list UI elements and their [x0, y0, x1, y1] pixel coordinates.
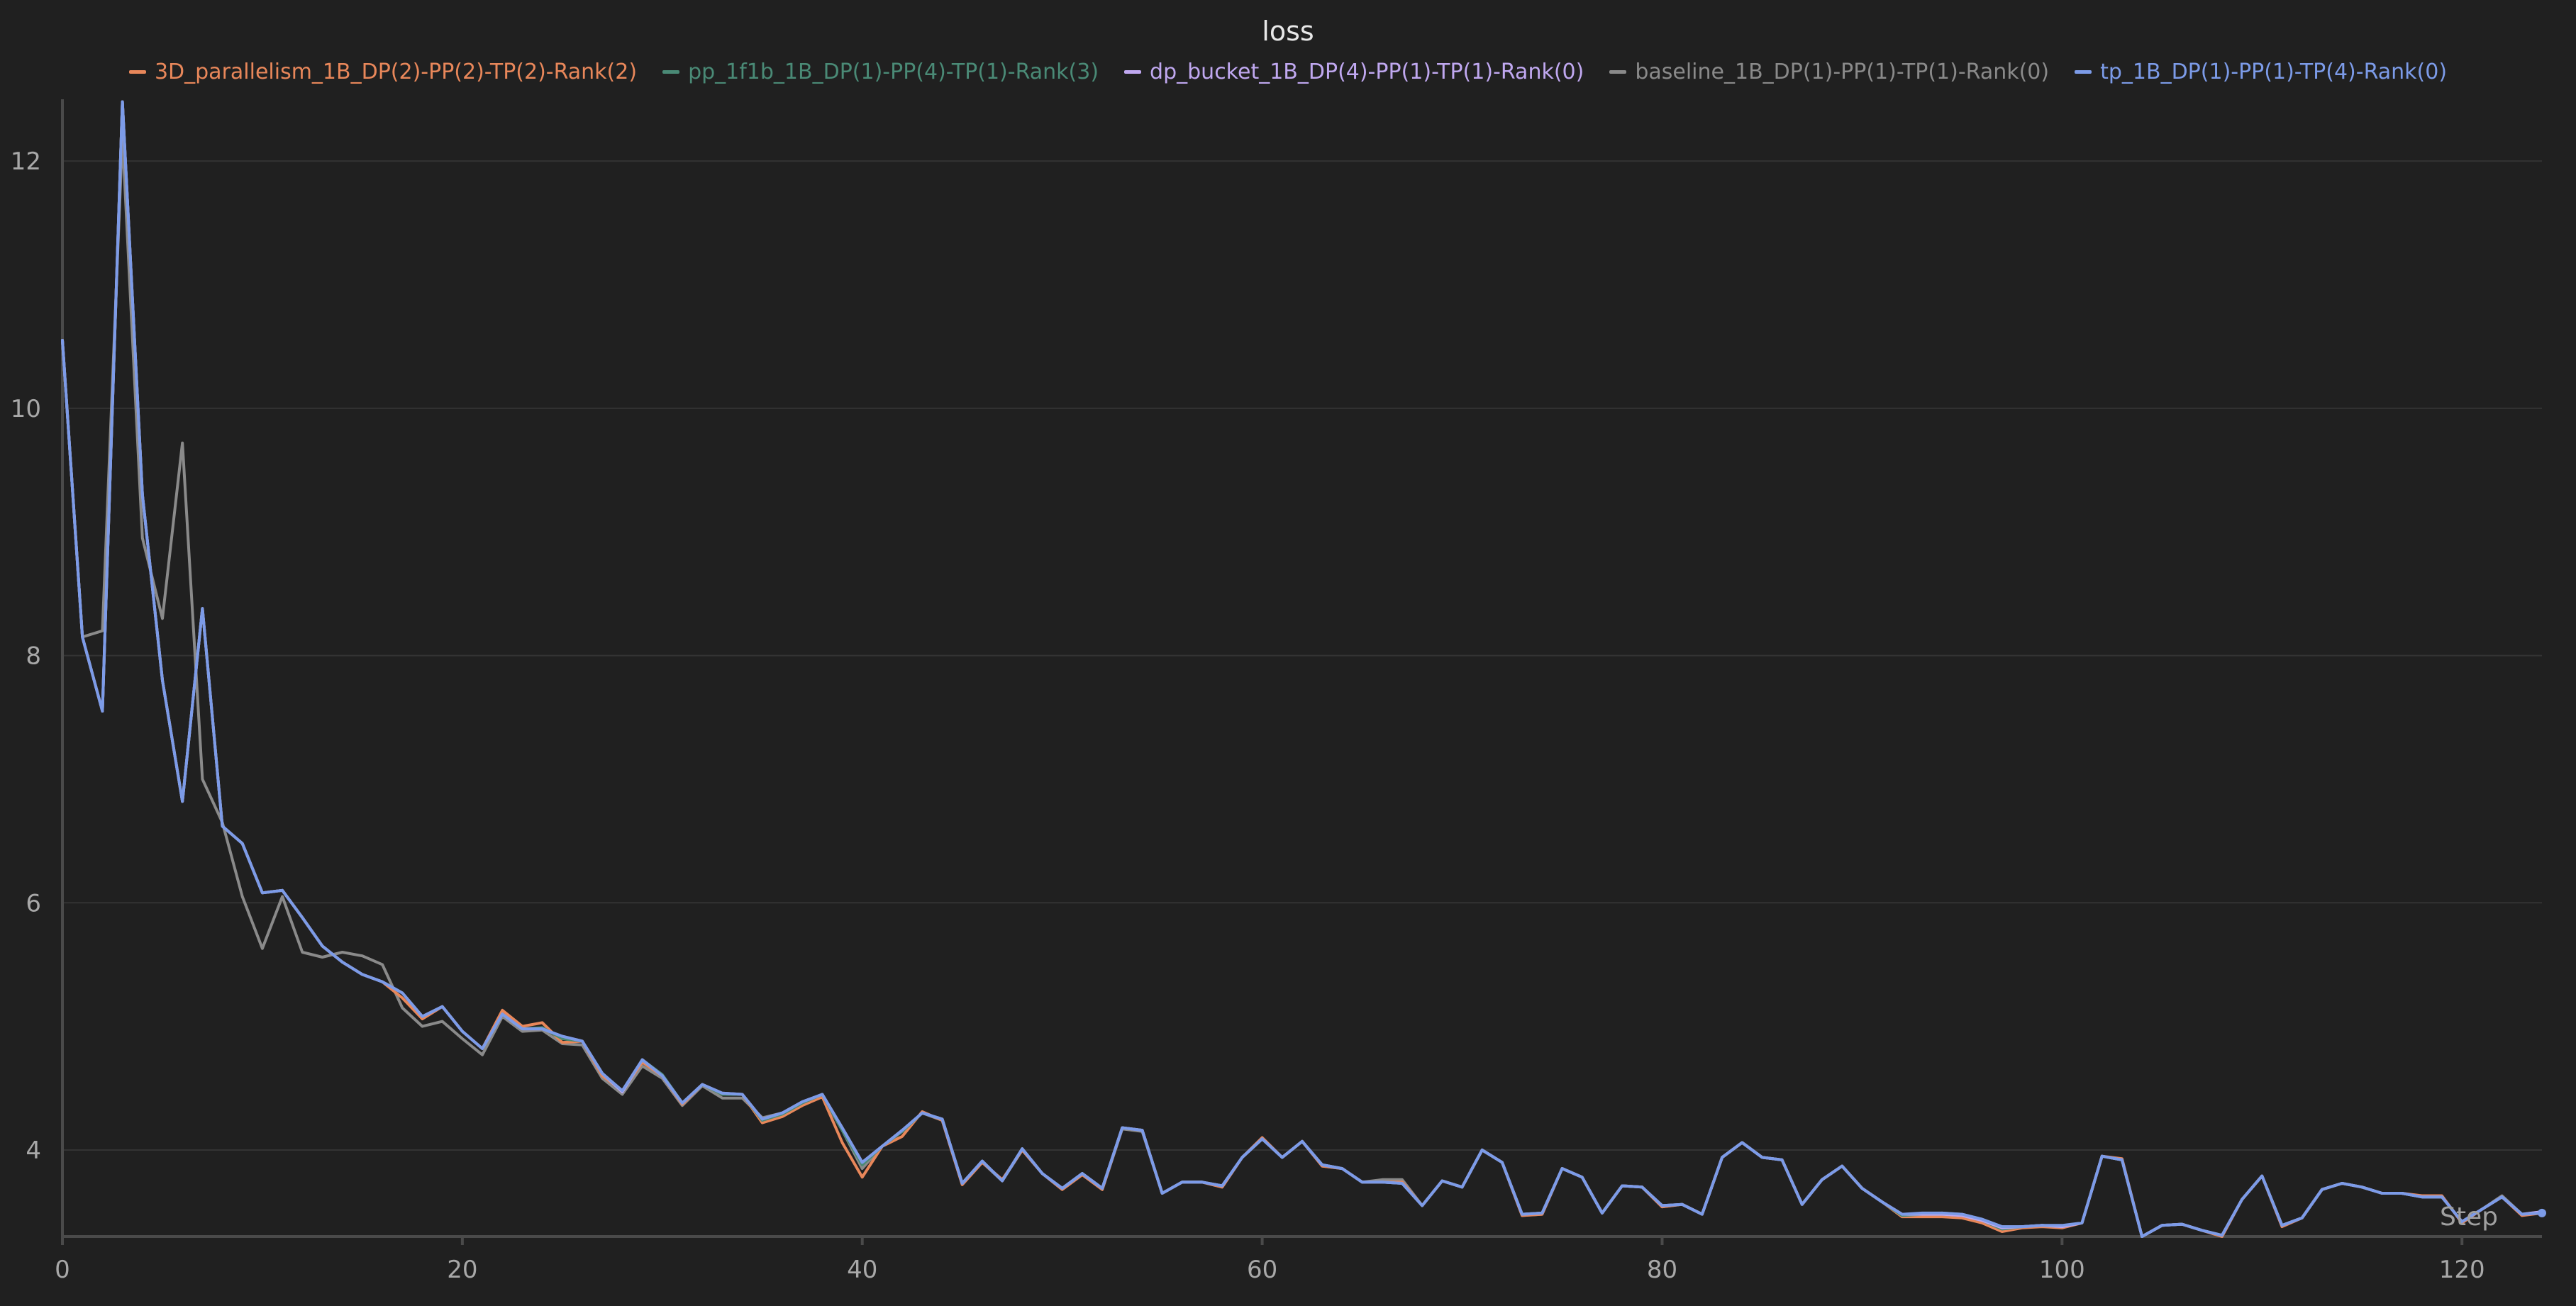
x-axis-label: Step — [2440, 1202, 2498, 1232]
series-line-4[interactable] — [61, 100, 2543, 1238]
legend-item-1[interactable]: pp_1f1b_1B_DP(1)-PP(4)-TP(1)-Rank(3) — [662, 60, 1099, 84]
legend-swatch — [1609, 70, 1627, 74]
series-line-1[interactable] — [61, 100, 2543, 1238]
series-line-3[interactable] — [61, 135, 2543, 1238]
x-tick-label: 0 — [55, 1256, 70, 1284]
legend-label: 3D_parallelism_1B_DP(2)-PP(2)-TP(2)-Rank… — [154, 60, 638, 84]
chart-title: loss — [1262, 16, 1314, 47]
series-line-0[interactable] — [61, 100, 2543, 1238]
series-layer — [61, 100, 2546, 1238]
x-tick-label: 20 — [447, 1256, 477, 1284]
legend-label: tp_1B_DP(1)-PP(1)-TP(4)-Rank(0) — [2100, 60, 2448, 84]
y-tick-label: 8 — [26, 642, 41, 671]
legend-swatch — [2075, 70, 2092, 74]
series-end-marker — [2538, 1208, 2546, 1217]
x-tick-label: 80 — [1647, 1256, 1677, 1284]
legend-item-0[interactable]: 3D_parallelism_1B_DP(2)-PP(2)-TP(2)-Rank… — [128, 60, 638, 84]
legend-item-3[interactable]: baseline_1B_DP(1)-PP(1)-TP(1)-Rank(0) — [1609, 60, 2049, 84]
legend-label: baseline_1B_DP(1)-PP(1)-TP(1)-Rank(0) — [1635, 60, 2050, 84]
legend-item-4[interactable]: tp_1B_DP(1)-PP(1)-TP(4)-Rank(0) — [2075, 60, 2447, 84]
series-line-2[interactable] — [61, 100, 2543, 1238]
y-tick-label: 10 — [11, 395, 41, 423]
grid-lines — [62, 160, 2542, 1151]
x-tick-label: 100 — [2039, 1256, 2085, 1284]
legend-swatch — [128, 70, 146, 74]
x-tick-label: 60 — [1247, 1256, 1277, 1284]
y-tick-label: 12 — [11, 147, 41, 176]
legend-swatch — [662, 70, 680, 74]
legend: 3D_parallelism_1B_DP(2)-PP(2)-TP(2)-Rank… — [0, 60, 2576, 84]
legend-label: dp_bucket_1B_DP(4)-PP(1)-TP(1)-Rank(0) — [1150, 60, 1584, 84]
y-tick-label: 6 — [26, 889, 41, 917]
legend-label: pp_1f1b_1B_DP(1)-PP(4)-TP(1)-Rank(3) — [688, 60, 1099, 84]
legend-swatch — [1124, 70, 1142, 74]
x-tick-label: 120 — [2439, 1256, 2485, 1284]
y-tick-label: 4 — [26, 1137, 41, 1165]
axes — [61, 99, 2542, 1245]
legend-item-2[interactable]: dp_bucket_1B_DP(4)-PP(1)-TP(1)-Rank(0) — [1124, 60, 1584, 84]
x-tick-label: 40 — [847, 1256, 877, 1284]
